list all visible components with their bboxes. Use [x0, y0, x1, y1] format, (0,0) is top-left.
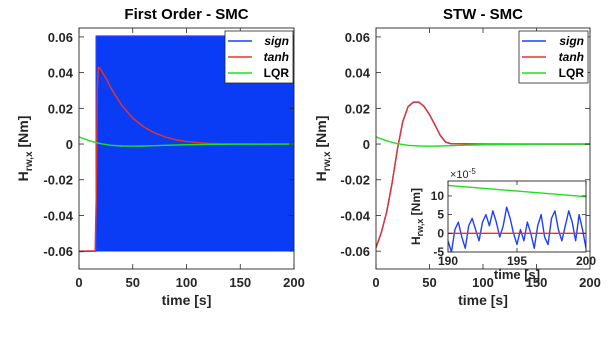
- y-tick-label: 0.02: [345, 101, 370, 116]
- x-tick-label: 0: [372, 275, 379, 290]
- chart-title: First Order - SMC: [124, 6, 248, 23]
- inset-plot-area: [448, 181, 586, 252]
- x-tick-label: 50: [422, 275, 436, 290]
- inset-y-label-unit: [Nm]: [409, 188, 423, 219]
- y-tick-label: 5: [437, 208, 444, 222]
- chart-panel-1: 0 50 100 150 200 -0.06 -0.04 -0.02 0 0.02 0.04 0.06…: [15, 6, 305, 308]
- x-tick-label: 0: [75, 275, 82, 290]
- series-LQR-line: [79, 136, 294, 147]
- y-tick-label: -0.06: [43, 244, 73, 259]
- y-axis-label-unit: [Nm]: [313, 116, 329, 152]
- y-tick-label: -0.06: [340, 244, 370, 259]
- chart-title: STW - SMC: [443, 6, 523, 23]
- inset-y-label-main: H: [409, 236, 423, 245]
- x-tick-label: 100: [472, 275, 494, 290]
- series-tanh-line: [376, 101, 590, 248]
- x-tick-label: 200: [283, 275, 305, 290]
- x-tick-label: 200: [579, 275, 601, 290]
- x-tick-label: 150: [229, 275, 251, 290]
- y-tick-label: -0.04: [43, 208, 73, 223]
- x-tick-label: 150: [526, 275, 548, 290]
- y-tick-label: 0.02: [48, 101, 73, 116]
- y-axis-label-sub: rw,x: [24, 151, 35, 171]
- y-tick-label: 0.06: [48, 30, 73, 45]
- x-axis-label: time [s]: [458, 292, 508, 308]
- y-axis-label-unit: [Nm]: [15, 116, 31, 152]
- x-tick-label: 100: [176, 275, 198, 290]
- legend-label-LQR: LQR: [559, 66, 585, 80]
- series-group: [448, 184, 586, 252]
- y-tick-label: -5: [433, 245, 444, 259]
- y-tick-label: 0: [66, 137, 73, 152]
- x-tick-label: 190: [438, 254, 458, 268]
- legend: sign tanh LQR: [518, 30, 589, 84]
- inset-exponent-power: -5: [469, 167, 477, 176]
- series-LQR-line: [448, 184, 586, 198]
- inset-y-label-sub: rw,x: [415, 219, 425, 237]
- legend-label-tanh: tanh: [559, 50, 584, 64]
- y-tick-label: 0.06: [345, 30, 370, 45]
- y-tick-label: -0.02: [340, 173, 370, 188]
- y-tick-label: -0.04: [340, 208, 370, 223]
- series-group: [376, 101, 590, 248]
- x-tick-label: 200: [576, 254, 596, 268]
- legend: sign tanh LQR: [224, 30, 294, 84]
- y-axis-label: Hrw,x [Nm]: [15, 116, 35, 182]
- legend-label-LQR: LQR: [264, 66, 290, 80]
- y-tick-label: 0.04: [345, 66, 371, 81]
- y-tick-label: 0: [363, 137, 370, 152]
- inset-x-axis-label: time [s]: [494, 267, 540, 282]
- y-tick-label: 0.04: [48, 66, 74, 81]
- y-axis-label: Hrw,x [Nm]: [313, 116, 333, 182]
- y-axis-label-sub: rw,x: [322, 151, 333, 171]
- legend-label-sign: sign: [264, 34, 289, 48]
- x-axis-label: time [s]: [162, 292, 212, 308]
- series-LQR-line: [376, 136, 590, 147]
- y-axis-label-main: H: [313, 171, 329, 181]
- x-tick-label: 50: [126, 275, 140, 290]
- chart-panel-2: 0 50 100 150 200-0.06-0.04-0.0200.020.040.06…: [313, 6, 601, 308]
- y-tick-label: 10: [431, 189, 445, 203]
- inset-y-axis-label: Hrw,x [Nm]: [409, 188, 425, 245]
- y-tick-label: -0.02: [43, 173, 73, 188]
- legend-label-sign: sign: [559, 34, 584, 48]
- legend-label-tanh: tanh: [264, 50, 289, 64]
- inset-exponent: ×10-5: [450, 167, 476, 181]
- inset-exponent-base: ×10: [450, 169, 469, 181]
- x-tick-label: 195: [507, 254, 527, 268]
- y-axis-label-main: H: [15, 171, 31, 181]
- series-sign-line: [448, 206, 586, 252]
- y-tick-label: 0: [437, 226, 444, 240]
- series-tanh-line: [79, 66, 294, 252]
